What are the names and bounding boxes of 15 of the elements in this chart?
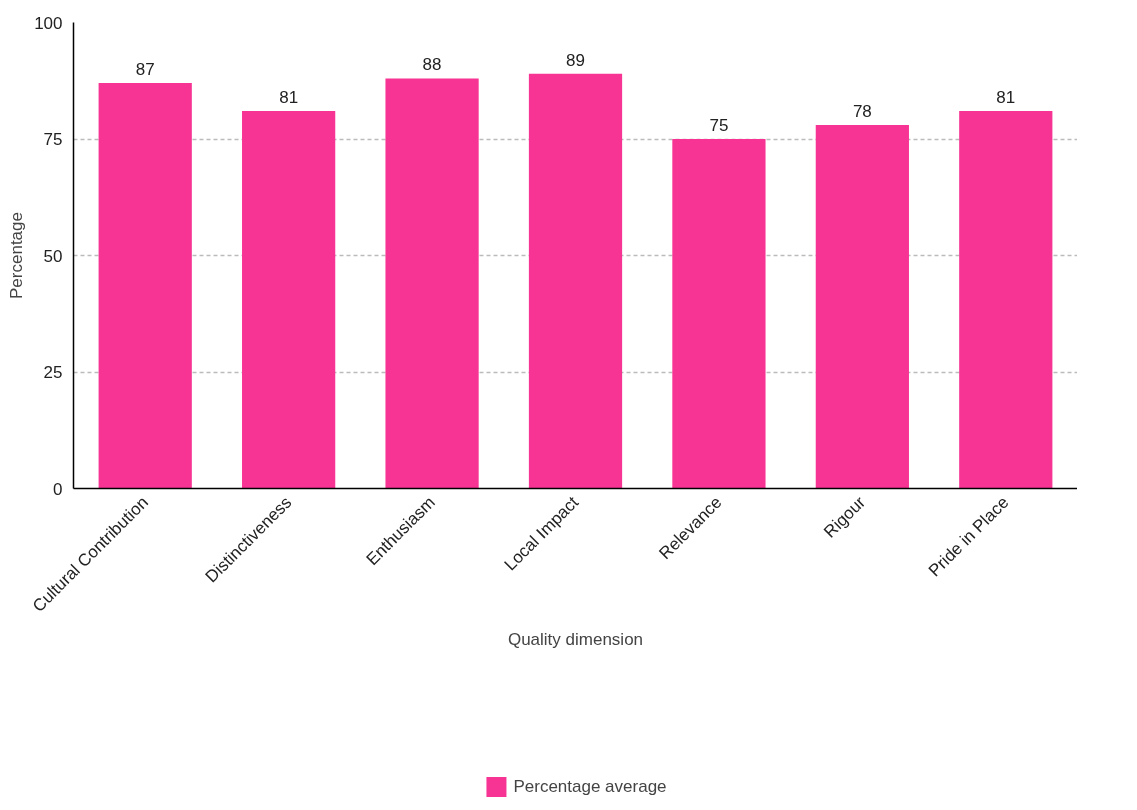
y-axis-title: Percentage bbox=[7, 212, 27, 299]
data-label: 88 bbox=[422, 55, 442, 75]
data-label: 81 bbox=[279, 88, 299, 108]
data-label: 89 bbox=[566, 50, 585, 70]
y-tick-label: 50 bbox=[43, 246, 63, 266]
legend-label: Percentage average bbox=[513, 776, 667, 797]
data-label: 78 bbox=[852, 102, 872, 122]
data-label: 87 bbox=[135, 60, 155, 80]
y-tick-label: 0 bbox=[53, 479, 63, 499]
y-tick-label: 25 bbox=[43, 363, 63, 382]
y-tick-label: 100 bbox=[34, 13, 63, 33]
data-label: 81 bbox=[996, 88, 1016, 108]
y-tick-label: 75 bbox=[43, 130, 63, 149]
data-label: 75 bbox=[709, 116, 729, 135]
x-axis-title: Quality dimension bbox=[507, 630, 644, 650]
